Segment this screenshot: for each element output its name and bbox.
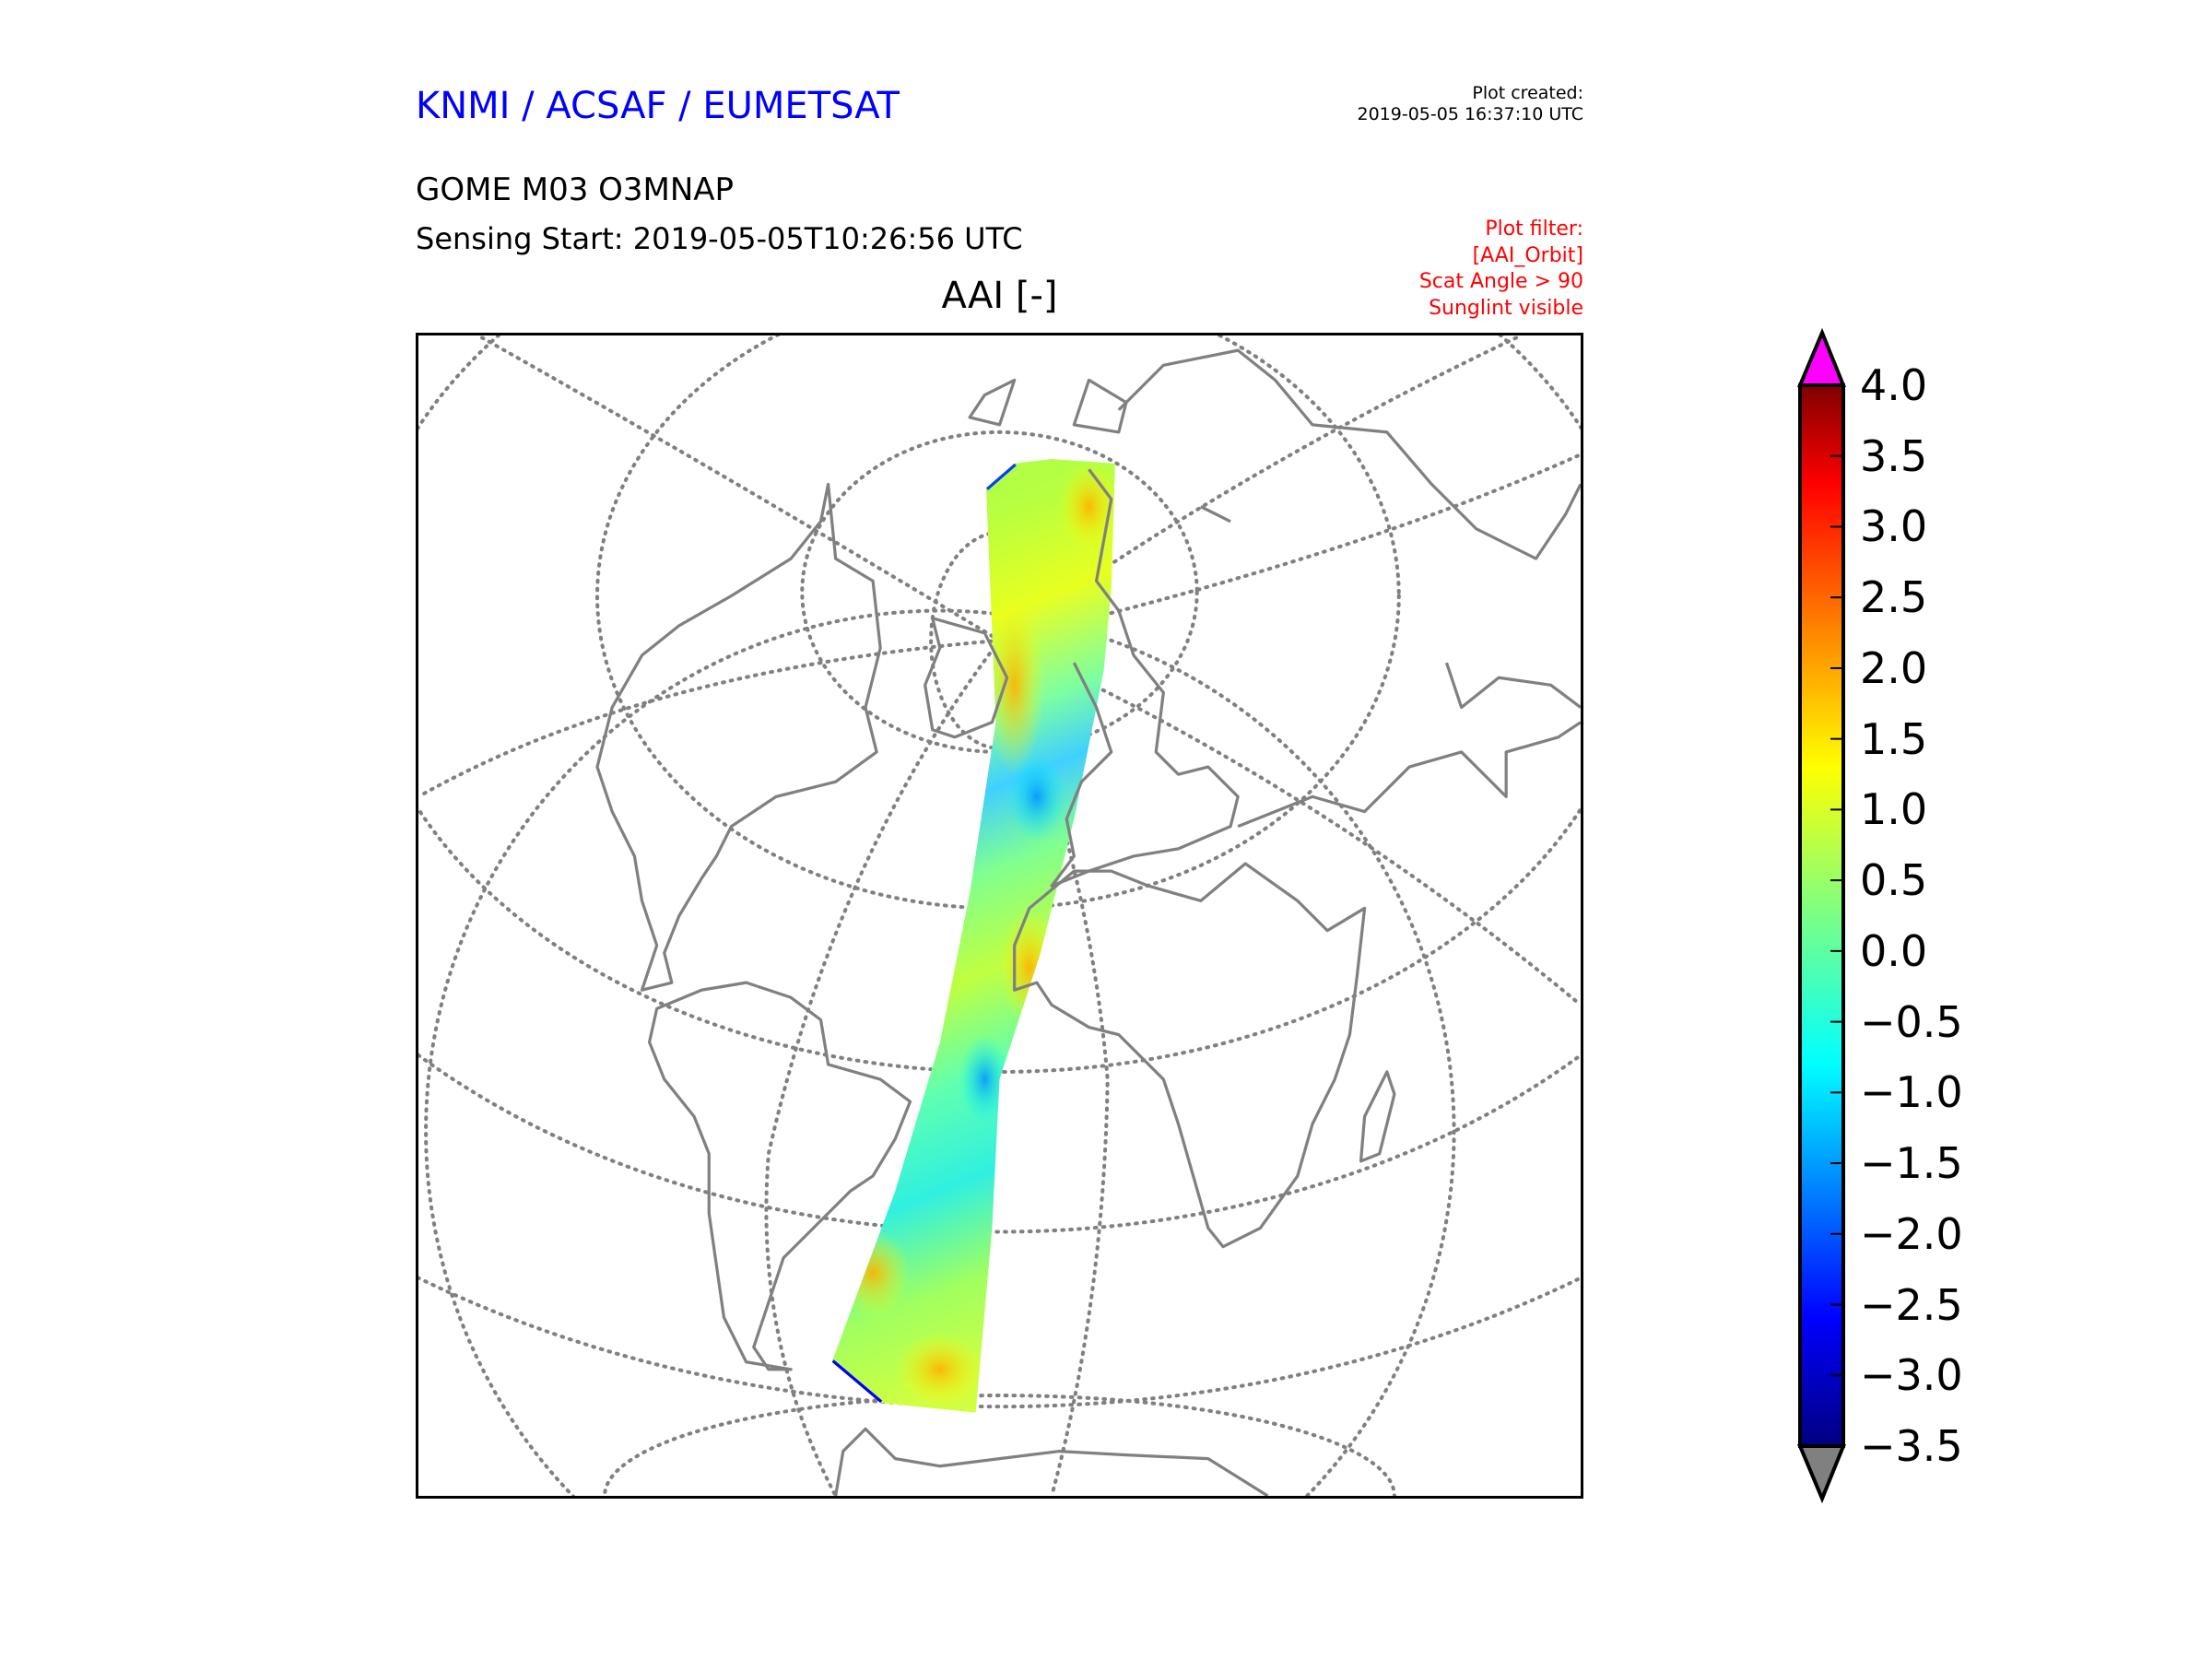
coastline-antarctica xyxy=(834,1427,1269,1496)
coastline-south-america xyxy=(647,981,912,1371)
colorbar-tick-label: −2.5 xyxy=(1860,1279,1963,1330)
colorbar-tick-label: −1.5 xyxy=(1860,1138,1963,1189)
colorbar-extend-min xyxy=(1796,1444,1846,1504)
parallel-line xyxy=(418,1053,1581,1234)
colorbar-tick-label: 0.0 xyxy=(1860,925,1928,976)
chart-title: AAI [-] xyxy=(941,275,1058,317)
colorbar-tick-label: −3.5 xyxy=(1860,1421,1963,1471)
coastline-asia xyxy=(1117,348,1581,829)
sensing-start: Sensing Start: 2019-05-05T10:26:56 UTC xyxy=(416,221,1023,256)
product-title: GOME M03 O3MNAP xyxy=(416,171,735,208)
filter-line: Plot filter: xyxy=(1485,218,1583,241)
colorbar-tick-label: 2.0 xyxy=(1860,642,1928,693)
plot-created: Plot created: 2019-05-05 16:37:10 UTC xyxy=(1358,83,1584,125)
coastline-madagascar xyxy=(1359,1070,1396,1163)
meridian-line xyxy=(424,608,1456,1496)
colorbar-tick-label: 1.5 xyxy=(1860,713,1928,764)
parallel-line xyxy=(595,335,1401,911)
coastline-greenland xyxy=(924,617,1009,739)
coastline-north-america xyxy=(595,482,882,992)
coastline-africa xyxy=(1013,862,1367,1249)
meridian-line xyxy=(476,335,1002,642)
colorbar-tick-label: −0.5 xyxy=(1860,996,1963,1047)
coastlines xyxy=(595,348,1581,1496)
coastline-europe xyxy=(1050,468,1240,888)
organisation-title: KNMI / ACSAF / EUMETSAT xyxy=(416,85,900,127)
plot-filter: Plot filter: [AAI_Orbit] Scat Angle > 90… xyxy=(1419,217,1583,322)
filter-line: [AAI_Orbit] xyxy=(1472,243,1583,267)
colorbar-tick-label: −2.0 xyxy=(1860,1208,1963,1259)
colorbar-tick-label: −1.0 xyxy=(1860,1067,1963,1118)
coastline-arctic-islands xyxy=(968,378,1231,524)
colorbar-body xyxy=(1798,383,1845,1448)
parallel-line xyxy=(603,1394,1396,1496)
map-plot xyxy=(416,333,1583,1499)
colorbar-extend-max xyxy=(1796,327,1846,387)
colorbar-tick-label: 1.0 xyxy=(1860,784,1928,835)
created-label: Plot created: xyxy=(1472,83,1583,103)
meridian-line xyxy=(418,638,1002,799)
colorbar-tick-label: 3.0 xyxy=(1860,501,1928,552)
colorbar-tick-label: 4.0 xyxy=(1860,360,1928,410)
colorbar-tick-label: 0.5 xyxy=(1860,855,1928,906)
colorbar-tick-label: 2.5 xyxy=(1860,572,1928,623)
colorbar-tick-label: 3.5 xyxy=(1860,430,1928,481)
meridian-line xyxy=(764,638,1002,1496)
map-svg xyxy=(418,335,1581,1496)
colorbar-tick-label: −3.0 xyxy=(1860,1350,1963,1401)
parallel-line xyxy=(418,1276,1581,1408)
filter-line: Sunglint visible xyxy=(1429,296,1583,320)
created-time: 2019-05-05 16:37:10 UTC xyxy=(1357,104,1584,124)
filter-line: Scat Angle > 90 xyxy=(1418,270,1583,293)
colorbar xyxy=(1796,327,1846,1504)
